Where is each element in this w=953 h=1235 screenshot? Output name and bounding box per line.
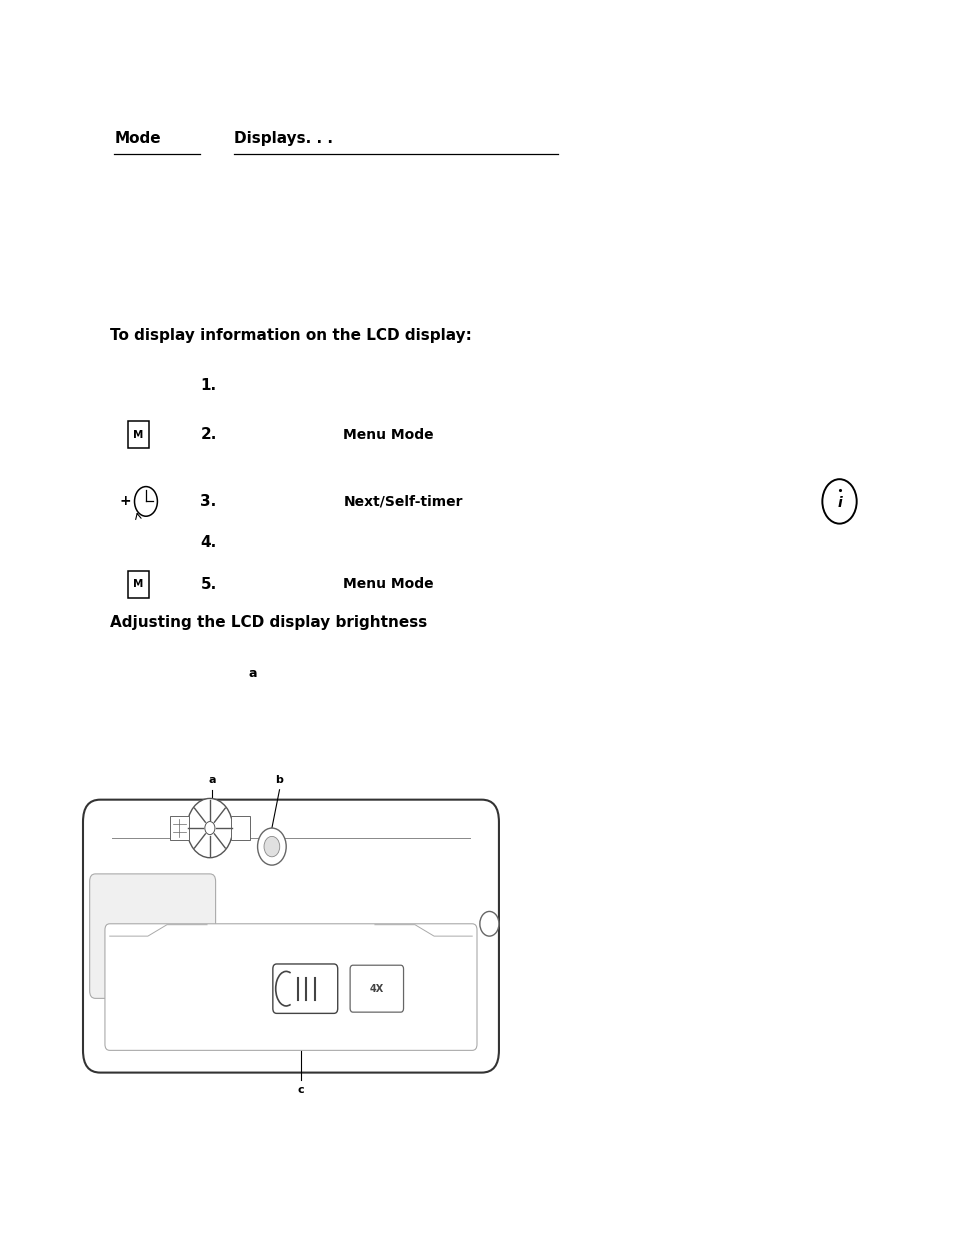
Text: Displays. . .: Displays. . . xyxy=(233,131,333,146)
Text: M: M xyxy=(133,579,143,589)
Text: Menu Mode: Menu Mode xyxy=(343,427,434,442)
Text: 4.: 4. xyxy=(200,535,216,550)
Text: a: a xyxy=(208,774,215,785)
Circle shape xyxy=(479,911,498,936)
FancyBboxPatch shape xyxy=(170,815,189,841)
Text: Mode: Mode xyxy=(114,131,161,146)
Text: b: b xyxy=(275,774,283,785)
FancyBboxPatch shape xyxy=(273,965,337,1014)
Circle shape xyxy=(257,827,286,864)
Text: Adjusting the LCD display brightness: Adjusting the LCD display brightness xyxy=(110,615,427,630)
FancyBboxPatch shape xyxy=(350,966,403,1013)
FancyBboxPatch shape xyxy=(105,924,476,1050)
Circle shape xyxy=(264,836,279,857)
Text: +: + xyxy=(119,494,131,509)
FancyBboxPatch shape xyxy=(128,571,149,598)
Text: a: a xyxy=(249,667,256,679)
Circle shape xyxy=(134,487,157,516)
Text: 3.: 3. xyxy=(200,494,216,509)
FancyBboxPatch shape xyxy=(83,800,498,1072)
Text: Menu Mode: Menu Mode xyxy=(343,577,434,592)
FancyBboxPatch shape xyxy=(128,421,149,448)
Text: 4X: 4X xyxy=(370,984,383,994)
Circle shape xyxy=(205,821,214,835)
Text: i: i xyxy=(837,495,841,510)
Text: M: M xyxy=(133,430,143,440)
Circle shape xyxy=(821,479,856,524)
Text: 1.: 1. xyxy=(200,378,216,393)
Text: 2.: 2. xyxy=(200,427,216,442)
Text: c: c xyxy=(297,1086,303,1095)
FancyBboxPatch shape xyxy=(231,815,250,841)
FancyBboxPatch shape xyxy=(90,874,215,998)
Circle shape xyxy=(187,799,233,857)
Text: 5.: 5. xyxy=(200,577,216,592)
Text: To display information on the LCD display:: To display information on the LCD displa… xyxy=(110,329,471,343)
Text: Next/Self-timer: Next/Self-timer xyxy=(343,494,462,509)
